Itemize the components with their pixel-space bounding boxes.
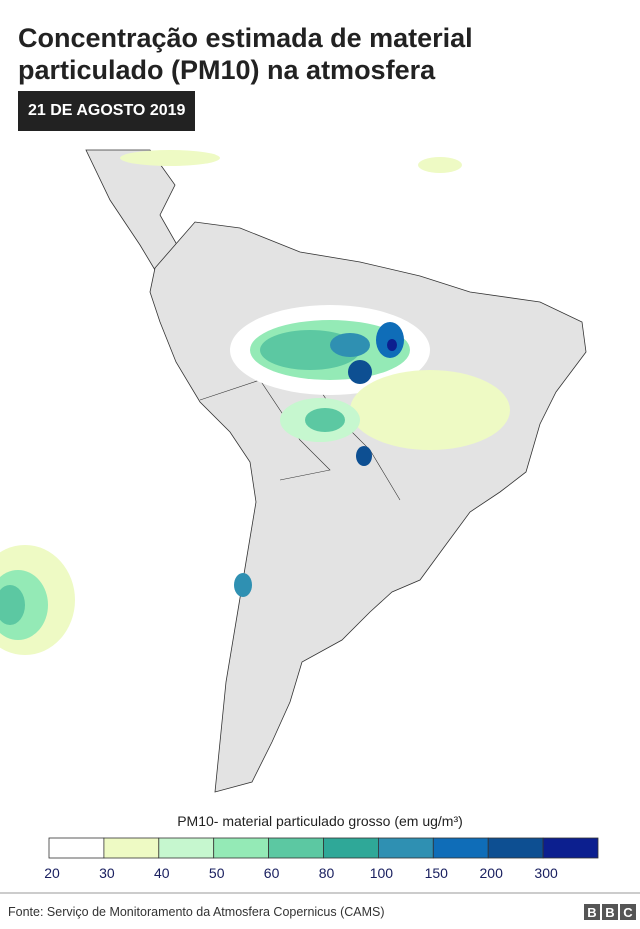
legend-tick-label: 300 — [534, 865, 558, 881]
legend-tick-label: 150 — [425, 865, 449, 881]
title-line: particulado (PM10) na atmosfera — [18, 55, 436, 85]
legend-tick-label: 100 — [370, 865, 394, 881]
legend-swatch — [432, 837, 489, 859]
logo-letter: B — [587, 905, 596, 920]
legend-tick-label: 60 — [264, 865, 280, 881]
legend-tick-label: 30 — [99, 865, 115, 881]
legend-tick-label: 20 — [44, 865, 60, 881]
legend-swatch — [487, 837, 544, 859]
legend-swatch — [377, 837, 434, 859]
title: Concentração estimada de material particu… — [18, 22, 473, 86]
legend-swatch — [323, 837, 379, 859]
title-line: Concentração estimada de material — [18, 23, 473, 53]
logo-box — [620, 904, 636, 920]
legend-title: PM10- material particulado grosso (em ug… — [177, 813, 463, 829]
logo-box — [584, 904, 600, 920]
legend-tick-label: 80 — [319, 865, 335, 881]
legend-tick-label: 50 — [209, 865, 225, 881]
logo-box — [602, 904, 618, 920]
legend-swatch — [268, 837, 324, 859]
logo-letter: C — [623, 905, 633, 920]
source: Fonte: Serviço de Monitoramento da Atmos… — [8, 905, 385, 919]
legend-swatch — [213, 837, 269, 859]
legend-swatch — [158, 837, 215, 859]
legend-swatch — [542, 837, 599, 859]
legend-tick-label: 200 — [480, 865, 504, 881]
legend-swatch — [103, 837, 160, 859]
date-badge: 21 DE AGOSTO 2019 — [18, 91, 196, 131]
logo-letter: B — [605, 905, 614, 920]
legend: 20 30 40 50 60 80 100 150 200 300 — [44, 837, 599, 881]
pm10-plumes — [0, 150, 510, 655]
legend-tick-label: 40 — [154, 865, 170, 881]
legend-swatch — [48, 837, 105, 859]
continent — [85, 149, 587, 793]
